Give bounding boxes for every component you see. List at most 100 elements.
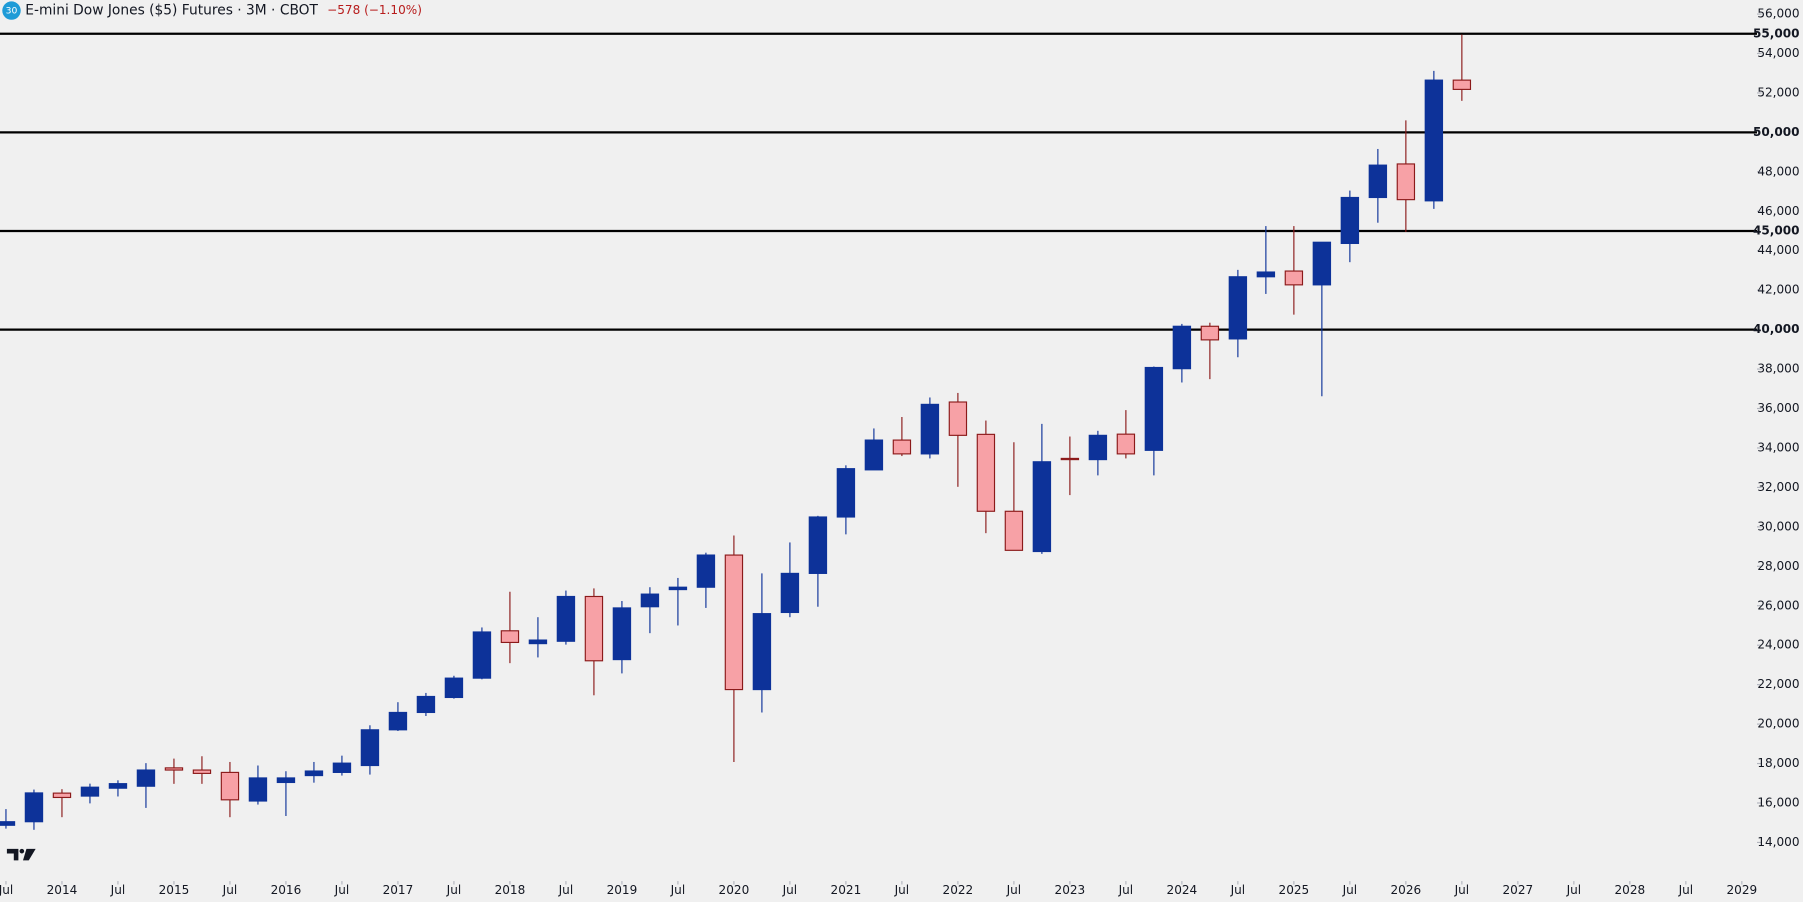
candle-body [612, 607, 632, 661]
logo-mark [6, 848, 19, 861]
candle-body [1172, 325, 1192, 370]
candle-body [1116, 433, 1136, 455]
y-tick-label: 18,000 [1757, 756, 1799, 770]
level-label-bg [1758, 222, 1803, 240]
level-label-bg [1758, 25, 1803, 42]
chart-title: E-mini Dow Jones ($5) Futures · 3M · CBO… [25, 3, 318, 19]
header: 30 E-mini Dow Jones ($5) Futures · 3M · … [2, 1, 422, 20]
level-label: 40,000 [1753, 322, 1800, 336]
y-tick-label: 42,000 [1757, 283, 1799, 297]
level-label-bg [1758, 321, 1803, 338]
x-tick-label: 2020 [719, 883, 750, 897]
logo-dot [19, 848, 25, 854]
y-tick-label: 56,000 [1757, 7, 1799, 21]
candle-body [332, 762, 352, 773]
candle-body [976, 433, 996, 512]
candle-body [0, 821, 16, 826]
candle-body [780, 572, 800, 614]
x-tick-label: 2019 [607, 883, 638, 897]
x-tick-label: Jul [1006, 883, 1022, 897]
x-tick-label: Jul [1678, 883, 1694, 897]
candle-body [1032, 461, 1052, 553]
axes: 14,000 16,000 18,000 20,000 22,000 24,000 26,0… [0, 7, 1803, 897]
candle-body [24, 792, 44, 823]
logo-mark [22, 848, 36, 861]
candle-body [1340, 196, 1360, 245]
candle-body [80, 786, 100, 797]
candle-body [1368, 164, 1388, 199]
x-tick-label: 2021 [831, 883, 862, 897]
candle-body [1452, 79, 1472, 90]
candle-body [472, 631, 492, 679]
candle-body [1144, 366, 1164, 451]
candle-body [276, 777, 296, 784]
level-label: 45,000 [1753, 224, 1800, 238]
y-tick-label: 16,000 [1757, 795, 1799, 809]
candle-body [808, 516, 828, 574]
x-tick-label: 2027 [1503, 883, 1534, 897]
candle-body [220, 771, 240, 801]
x-tick-label: 2026 [1391, 883, 1422, 897]
x-tick-label: 2018 [495, 883, 526, 897]
candle-body [640, 593, 660, 608]
y-tick-label: 30,000 [1757, 519, 1799, 533]
change-label: −578 (−1.10%) [327, 3, 422, 17]
candle-body [1312, 241, 1332, 286]
level-label: 55,000 [1753, 26, 1800, 40]
y-tick-label: 54,000 [1757, 46, 1799, 60]
y-tick-label: 32,000 [1757, 480, 1799, 494]
candle-body [1228, 276, 1248, 340]
y-tick-label: 44,000 [1757, 243, 1799, 257]
x-tick-label: 2016 [271, 883, 302, 897]
candle-body [164, 767, 184, 771]
candle-body [1060, 457, 1080, 461]
candle-body [1200, 325, 1220, 341]
y-tick-label: 36,000 [1757, 401, 1799, 415]
y-tick-label: 24,000 [1757, 638, 1799, 652]
y-tick-label: 28,000 [1757, 559, 1799, 573]
symbol-icon [2, 1, 21, 20]
logo [6, 848, 36, 861]
candle-body [360, 729, 380, 767]
candle-body [248, 777, 268, 802]
x-tick-label: Jul [670, 883, 686, 897]
candle-body [500, 630, 520, 644]
y-tick-label: 20,000 [1757, 717, 1799, 731]
candle-body [1424, 79, 1444, 202]
candle-body [1088, 434, 1108, 461]
candle-body [1396, 163, 1416, 201]
x-tick-label: Jul [558, 883, 574, 897]
symbol-badge: 30 [6, 6, 18, 17]
plot-area [0, 32, 1758, 830]
candle-body [1284, 270, 1304, 286]
x-tick-label: 2023 [1055, 883, 1086, 897]
x-tick-label: Jul [894, 883, 910, 897]
y-tick-label: 34,000 [1757, 440, 1799, 454]
candle-body [752, 613, 772, 691]
candle-body [304, 770, 324, 777]
candle-body [528, 639, 548, 645]
x-tick-label: 2014 [47, 883, 78, 897]
x-tick-label: 2029 [1726, 883, 1757, 897]
candle-body [864, 439, 884, 471]
x-tick-label: Jul [1118, 883, 1134, 897]
candle-body [724, 554, 744, 691]
y-tick-label: 48,000 [1757, 164, 1799, 178]
candle-body [892, 439, 912, 455]
x-tick-label: Jul [222, 883, 238, 897]
candle-body [556, 595, 576, 642]
candle-body [1256, 271, 1276, 278]
candle-body [192, 769, 212, 774]
level-label: 50,000 [1753, 125, 1800, 139]
candle-body [836, 468, 856, 518]
level-label-bg [1758, 124, 1803, 141]
candle-body [584, 595, 604, 662]
x-tick-label: Jul [782, 883, 798, 897]
candle-body [1004, 510, 1024, 551]
x-tick-label: 2028 [1614, 883, 1645, 897]
candle-body [52, 792, 72, 799]
x-tick-label: Jul [1454, 883, 1470, 897]
candle-body [108, 783, 128, 789]
